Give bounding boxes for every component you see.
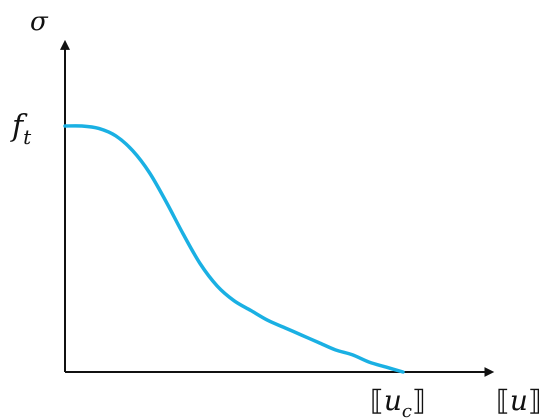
x-axis-label: ⟦u⟧ [496, 384, 542, 417]
x-tick-subscript: c [402, 401, 412, 420]
y-tick-subscript: t [23, 125, 32, 149]
x-tick-label: ⟦uc⟧ [370, 384, 426, 420]
x-tick-symbol: u [384, 384, 402, 417]
x-label-close-bracket: ⟧ [528, 384, 542, 417]
x-tick-open-bracket: ⟦ [370, 384, 384, 417]
y-axis-label: σ [30, 7, 49, 37]
x-label-symbol: u [510, 384, 528, 417]
x-tick-close-bracket: ⟧ [412, 384, 426, 417]
x-label-open-bracket: ⟦ [496, 384, 510, 417]
y-tick-label: ft [10, 109, 32, 149]
stress-curve [63, 124, 405, 374]
